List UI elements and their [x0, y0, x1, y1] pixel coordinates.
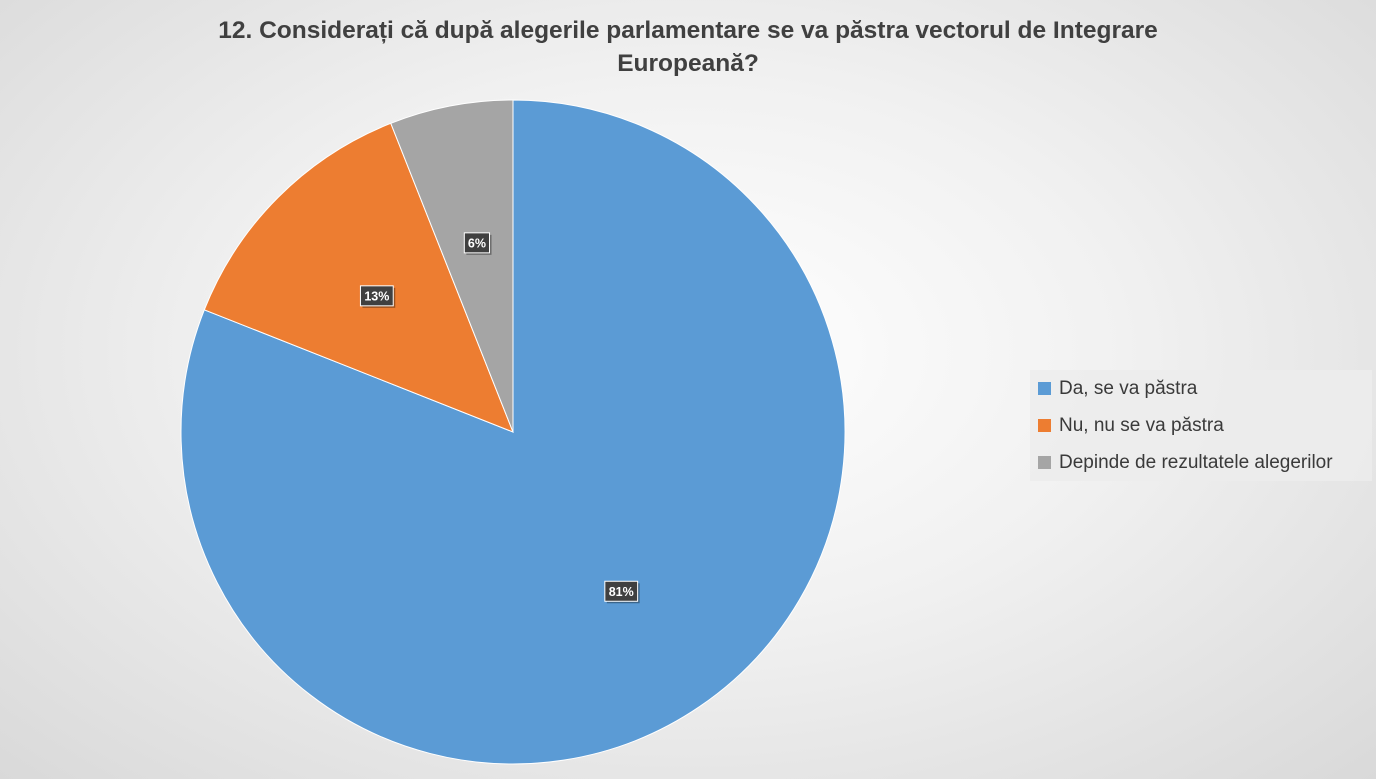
- legend-label: Depinde de rezultatele alegerilor: [1059, 451, 1333, 473]
- chart-legend: Da, se va păstra Nu, nu se va păstra Dep…: [1030, 370, 1372, 481]
- legend-swatch-icon: [1038, 456, 1051, 469]
- pie-slice-nu: [203, 122, 514, 433]
- legend-swatch-icon: [1038, 419, 1051, 432]
- pie-slice-depinde: [390, 99, 514, 433]
- data-label-da: 81%: [604, 580, 640, 604]
- legend-item-depinde: Depinde de rezultatele alegerilor: [1030, 444, 1372, 481]
- legend-label: Nu, nu se va păstra: [1059, 414, 1224, 436]
- legend-item-nu: Nu, nu se va păstra: [1030, 407, 1372, 444]
- data-label-depinde: 6%: [463, 232, 492, 255]
- legend-label: Da, se va păstra: [1059, 377, 1198, 399]
- data-label-nu: 13%: [359, 285, 396, 308]
- svg-text:81%: 81%: [609, 585, 634, 599]
- chart-title-line-2: Europeană?: [617, 50, 759, 77]
- chart-title-line-1: 12. Considerați că după alegerile parlam…: [218, 17, 1158, 44]
- legend-item-da: Da, se va păstra: [1030, 370, 1372, 407]
- svg-text:13%: 13%: [364, 289, 389, 303]
- svg-text:6%: 6%: [468, 236, 486, 250]
- chart-title: 12. Considerați că după alegerile parlam…: [0, 14, 1376, 80]
- legend-swatch-icon: [1038, 382, 1051, 395]
